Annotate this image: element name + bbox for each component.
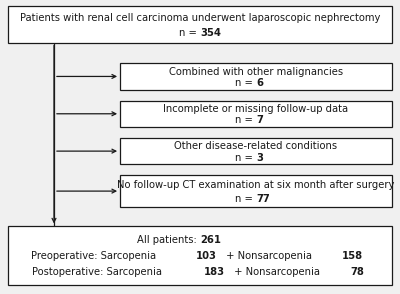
Text: 103: 103 — [196, 251, 217, 261]
Text: 183: 183 — [204, 267, 225, 277]
Text: n =: n = — [235, 194, 256, 204]
Text: All patients:: All patients: — [137, 235, 200, 245]
Text: Combined with other malignancies: Combined with other malignancies — [169, 67, 343, 77]
Text: Patients with renal cell carcinoma underwent laparoscopic nephrectomy: Patients with renal cell carcinoma under… — [20, 13, 380, 23]
Text: 77: 77 — [256, 194, 270, 204]
Text: 3: 3 — [256, 153, 263, 163]
Bar — [120, 138, 392, 164]
Text: 6: 6 — [256, 78, 263, 88]
Text: 354: 354 — [200, 29, 221, 39]
Text: Preoperative: Sarcopenia: Preoperative: Sarcopenia — [31, 251, 159, 261]
Text: n =: n = — [235, 115, 256, 126]
Text: No follow-up CT examination at six month after surgery: No follow-up CT examination at six month… — [117, 180, 395, 190]
Bar — [8, 6, 392, 43]
Bar — [120, 175, 392, 207]
Text: 78: 78 — [350, 267, 364, 277]
Text: 261: 261 — [200, 235, 221, 245]
Text: n =: n = — [235, 78, 256, 88]
Text: Incomplete or missing follow-up data: Incomplete or missing follow-up data — [164, 104, 348, 114]
Text: 7: 7 — [256, 115, 263, 126]
Text: Other disease-related conditions: Other disease-related conditions — [174, 141, 338, 151]
Text: + Nonsarcopenia: + Nonsarcopenia — [231, 267, 323, 277]
Text: 158: 158 — [342, 251, 363, 261]
Text: n =: n = — [179, 29, 200, 39]
Text: n =: n = — [235, 153, 256, 163]
Bar — [8, 226, 392, 285]
Bar — [120, 63, 392, 90]
Text: Postoperative: Sarcopenia: Postoperative: Sarcopenia — [32, 267, 165, 277]
Bar — [120, 101, 392, 127]
Text: + Nonsarcopenia: + Nonsarcopenia — [223, 251, 315, 261]
